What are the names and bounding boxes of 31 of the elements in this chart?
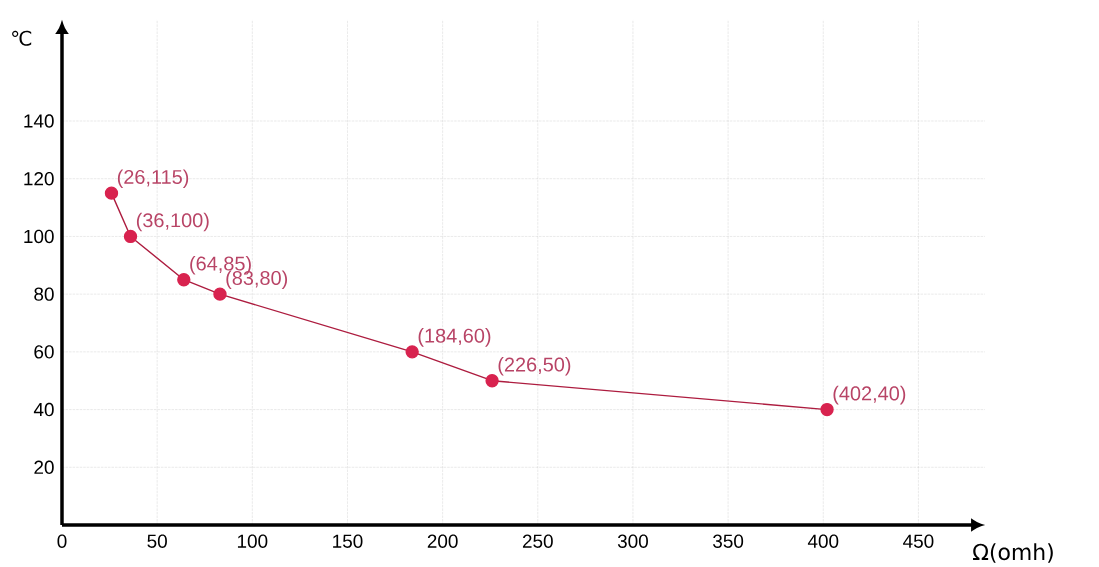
x-tick-label: 350 (713, 534, 744, 548)
annotation: (26,115) (117, 169, 189, 188)
x-tick-label: 300 (617, 534, 648, 548)
x-tick-label: 50 (147, 534, 167, 548)
x-tick-label: 0 (57, 534, 67, 548)
point (177, 273, 191, 287)
x-tick-label: 400 (807, 534, 839, 548)
y-tick-label: 140 (24, 114, 54, 128)
y-tick-label: 40 (33, 402, 54, 417)
y-tick-label: 100 (24, 229, 54, 244)
x-tick-label: 150 (333, 534, 363, 548)
point (104, 186, 119, 200)
x-tick-label: 450 (903, 534, 934, 548)
x-tick-label: 200 (427, 534, 458, 548)
x-axis-title: Ω(omh) (973, 543, 1053, 563)
point (405, 345, 419, 359)
y-tick-label: 60 (34, 345, 54, 359)
x-tick-label: 100 (237, 534, 268, 548)
annotation: (402,40) (833, 385, 906, 405)
point (213, 287, 227, 301)
x-tick-label: 250 (522, 534, 553, 548)
annotation: (36,100) (136, 212, 209, 232)
point (820, 402, 834, 417)
annotation: (184,60) (418, 328, 491, 347)
point (123, 229, 138, 244)
annotation: (226,50) (498, 356, 571, 376)
point (485, 374, 499, 388)
y-tick-label: 80 (34, 287, 54, 301)
y-tick-label: 120 (24, 172, 54, 186)
y-tick-label: 20 (34, 460, 54, 474)
y-axis-title: ℃ (12, 30, 32, 46)
